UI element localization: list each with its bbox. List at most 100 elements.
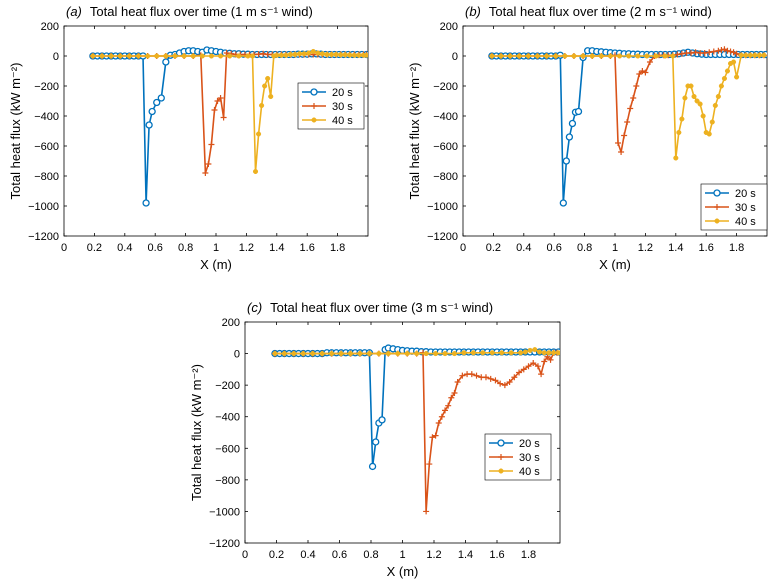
y-tick-label: −200: [34, 81, 59, 93]
x-tick-label: 0.6: [547, 242, 562, 254]
y-tick-label: −1200: [28, 231, 59, 243]
data-point: [470, 350, 476, 356]
data-point: [688, 83, 694, 89]
data-point: [376, 351, 382, 357]
legend-marker: [497, 439, 505, 447]
x-tick-label: 0.4: [300, 549, 315, 561]
data-point: [636, 71, 643, 77]
legend-item: 20 s: [302, 87, 353, 99]
data-point: [433, 351, 439, 357]
data-point: [662, 53, 668, 59]
data-point: [205, 161, 212, 167]
data-point: [328, 51, 335, 58]
data-point: [252, 168, 259, 175]
data-point: [644, 53, 650, 59]
data-point: [559, 199, 567, 207]
data-point: [734, 74, 740, 80]
data-point: [706, 49, 713, 56]
data-point: [274, 52, 280, 58]
data-point: [142, 199, 150, 207]
data-point: [148, 107, 156, 116]
x-tick-label: 1.2: [239, 242, 254, 254]
series-line: [491, 54, 764, 159]
y-tick-label: −400: [215, 412, 240, 424]
legend-marker: [714, 218, 720, 224]
data-point: [448, 394, 455, 401]
plot-area: [89, 46, 368, 207]
data-point: [287, 51, 294, 58]
data-point: [442, 407, 449, 414]
data-point: [630, 95, 637, 101]
legend-item: 40 s: [302, 115, 353, 127]
y-axis-label: Total heat flux (kW m⁻²): [189, 364, 204, 501]
data-point: [262, 83, 268, 89]
data-point: [461, 350, 467, 356]
data-point: [525, 363, 532, 370]
x-tick-label: 0.6: [332, 549, 347, 561]
data-point: [208, 53, 214, 59]
legend-marker: [498, 468, 504, 474]
data-point: [338, 52, 344, 58]
data-point: [236, 53, 242, 59]
legend-item: 20 s: [489, 438, 540, 450]
data-point: [265, 75, 271, 82]
x-tick-label: 1.4: [458, 549, 473, 561]
data-point: [653, 53, 659, 59]
series-40-s: [90, 48, 368, 175]
legend-marker: [311, 117, 317, 123]
x-tick-label: 1.6: [699, 242, 714, 254]
series-30-s: [488, 46, 767, 155]
data-point: [501, 382, 508, 389]
legend-label: 40 s: [332, 115, 353, 127]
data-point: [727, 48, 734, 55]
legend-item: 30 s: [705, 202, 756, 214]
data-point: [480, 350, 486, 356]
legend-item: 20 s: [705, 188, 756, 200]
y-tick-label: −1200: [209, 538, 240, 550]
data-point: [701, 50, 708, 56]
data-point: [272, 351, 278, 357]
legend-item: 30 s: [302, 101, 353, 113]
data-point: [756, 52, 762, 58]
data-point: [135, 53, 142, 59]
y-tick-label: −600: [34, 141, 59, 153]
y-axis-label: Total heat flux (kW m⁻²): [407, 63, 422, 200]
data-point: [530, 360, 537, 367]
data-point: [283, 52, 289, 58]
data-point: [730, 49, 737, 56]
legend-label: 40 s: [519, 466, 540, 478]
legend-label: 30 s: [332, 101, 353, 113]
x-tick-label: 1.8: [330, 242, 345, 254]
data-point: [489, 350, 495, 356]
data-point: [710, 48, 717, 55]
data-point: [429, 434, 436, 441]
data-point: [145, 121, 153, 129]
x-tick-label: 0.2: [486, 242, 501, 254]
legend-marker: [310, 88, 318, 96]
data-point: [589, 53, 595, 59]
data-point: [324, 51, 330, 58]
data-point: [536, 349, 543, 355]
data-point: [329, 351, 335, 357]
data-point: [627, 105, 634, 112]
data-point: [426, 461, 433, 468]
data-point: [555, 350, 560, 356]
data-point: [227, 53, 233, 59]
data-point: [154, 53, 160, 59]
x-tick-label: 0.8: [363, 549, 378, 561]
data-point: [300, 351, 306, 357]
y-tick-label: −1000: [209, 506, 240, 518]
data-point: [709, 119, 715, 125]
data-point: [646, 59, 653, 65]
data-point: [562, 53, 568, 59]
data-point: [635, 53, 641, 59]
data-point: [516, 53, 522, 59]
legend-marker: [713, 189, 721, 197]
data-point: [259, 102, 265, 109]
data-point: [516, 369, 523, 376]
panel-letter: (a): [66, 4, 82, 19]
title-text: Total heat flux over time (3 m s⁻¹ wind): [270, 300, 493, 315]
data-point: [487, 375, 494, 382]
